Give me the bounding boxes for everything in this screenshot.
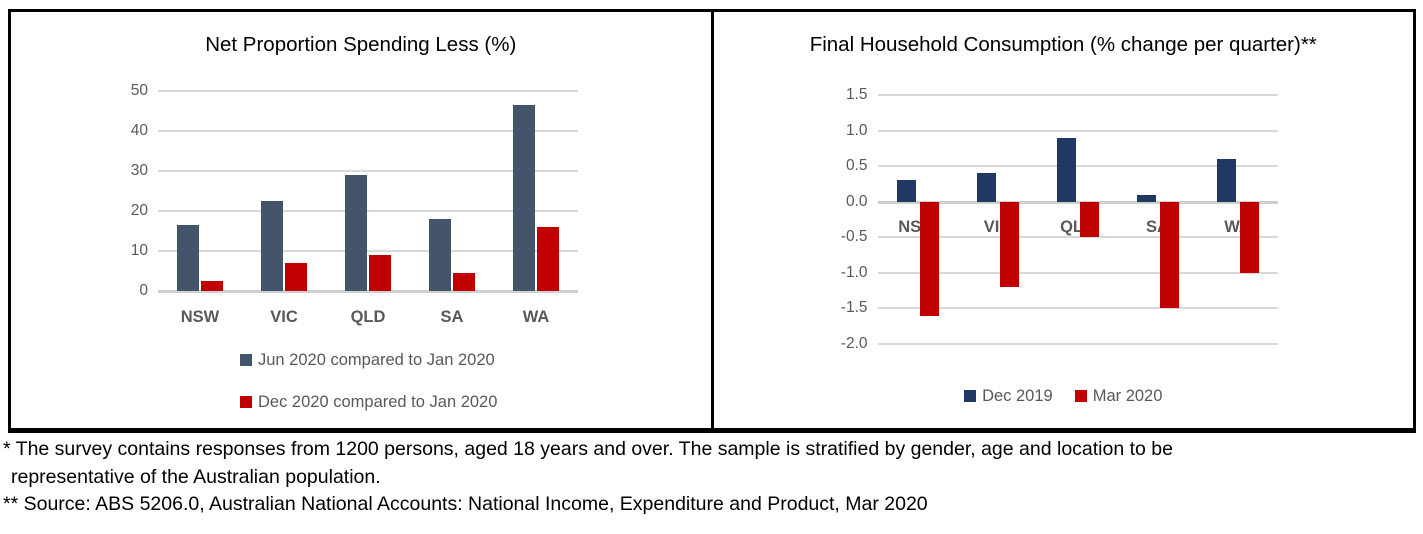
y-tick-label: 0 xyxy=(139,282,148,299)
gridline xyxy=(158,290,578,293)
bar xyxy=(261,201,283,291)
legend-label: Dec 2020 compared to Jan 2020 xyxy=(258,392,498,411)
y-tick-label: 40 xyxy=(130,122,148,139)
category-label: QLD xyxy=(1060,217,1095,236)
y-tick-label: -1.5 xyxy=(840,299,868,317)
chart-panel-consumption: Final Household Consumption (% change pe… xyxy=(710,12,1414,428)
y-tick-label: 1.5 xyxy=(845,86,868,103)
gridline xyxy=(877,165,1278,168)
y-tick-label: 0.0 xyxy=(845,192,868,210)
bar xyxy=(345,175,367,291)
category-label: SA xyxy=(440,308,464,326)
legend-row: Jun 2020 compared to Jan 2020 xyxy=(240,350,495,369)
gridline xyxy=(158,250,578,252)
bar xyxy=(369,255,391,291)
category-label: QLD xyxy=(350,308,386,326)
legend-item: Dec 2020 compared to Jan 2020 xyxy=(240,392,498,411)
bar xyxy=(1136,194,1156,202)
gridline xyxy=(877,129,1278,132)
y-tick-label: 20 xyxy=(130,202,148,219)
category-label: WA xyxy=(522,308,550,326)
bar xyxy=(537,227,559,291)
category-label: VIC xyxy=(270,308,298,326)
charts-table: Net Proportion Spending Less (%) 50 40 30 2… xyxy=(8,9,1416,433)
gridline xyxy=(158,130,578,132)
category-label: WA xyxy=(1224,217,1251,236)
bar xyxy=(1079,201,1099,238)
legend-swatch xyxy=(240,354,252,366)
y-tick-label: -1.0 xyxy=(840,263,868,281)
gridline xyxy=(158,170,578,172)
footnote-survey-line2: representative of the Australian populat… xyxy=(11,466,381,488)
y-tick-label: 10 xyxy=(130,242,148,259)
chart-title: Net Proportion Spending Less (%) xyxy=(205,33,517,56)
legend-label: Mar 2020 xyxy=(1092,386,1163,405)
plot-area: 1.5 1.0 0.5 0.0 -0.5 -1.0 -1.5 -2.0 NSW VIC QLD SA W… xyxy=(841,86,1278,352)
chart-panel-spending: Net Proportion Spending Less (%) 50 40 30 2… xyxy=(11,12,711,428)
bar xyxy=(429,219,451,291)
bar xyxy=(285,263,307,291)
legend-swatch xyxy=(1074,390,1087,402)
footnote-source: ** Source: ABS 5206.0, Australian Nation… xyxy=(3,493,928,515)
y-tick-label: 1.0 xyxy=(845,121,868,139)
legend-swatch xyxy=(240,396,252,408)
plot-area: 50 40 30 20 10 0 NSW VIC QLD SA WA xyxy=(131,82,578,326)
bar xyxy=(1216,159,1236,202)
gridline xyxy=(877,236,1278,239)
gridline xyxy=(877,271,1278,274)
gridline xyxy=(877,200,1278,204)
bar xyxy=(513,105,535,291)
bar xyxy=(976,173,996,202)
legend-row: Dec 2019 Mar 2020 xyxy=(714,386,1414,405)
bar xyxy=(1056,137,1076,202)
bar xyxy=(919,201,939,316)
y-tick-label: 30 xyxy=(130,162,148,179)
gridline xyxy=(158,90,578,92)
gridline xyxy=(877,94,1278,96)
legend-row: Dec 2020 compared to Jan 2020 xyxy=(240,392,498,411)
category-label: VIC xyxy=(983,217,1012,236)
bar xyxy=(896,180,916,202)
bar xyxy=(999,201,1019,288)
category-label: NSW xyxy=(898,217,937,236)
legend-label: Jun 2020 compared to Jan 2020 xyxy=(258,350,495,369)
bar xyxy=(1239,201,1259,273)
legend-swatch xyxy=(964,390,977,402)
legend-item: Jun 2020 compared to Jan 2020 xyxy=(240,350,495,369)
bar xyxy=(1159,201,1179,309)
chart-title: Final Household Consumption (% change pe… xyxy=(809,33,1317,56)
footnote-survey-line1: * The survey contains responses from 120… xyxy=(3,438,1173,460)
gridline xyxy=(158,210,578,212)
y-tick-label: 0.5 xyxy=(845,157,868,175)
gridline xyxy=(877,307,1278,310)
y-tick-label: -0.5 xyxy=(840,228,868,246)
y-tick-label: 50 xyxy=(130,82,148,99)
y-tick-label: -2.0 xyxy=(840,335,868,352)
bar xyxy=(201,281,223,291)
category-label: NSW xyxy=(180,308,220,326)
legend-item: Mar 2020 xyxy=(1074,386,1163,405)
legend-item: Dec 2019 xyxy=(964,386,1053,405)
category-label: SA xyxy=(1146,217,1169,236)
legend-label: Dec 2019 xyxy=(982,386,1053,405)
bar xyxy=(453,273,475,291)
gridline xyxy=(877,343,1278,345)
bar xyxy=(177,225,199,291)
